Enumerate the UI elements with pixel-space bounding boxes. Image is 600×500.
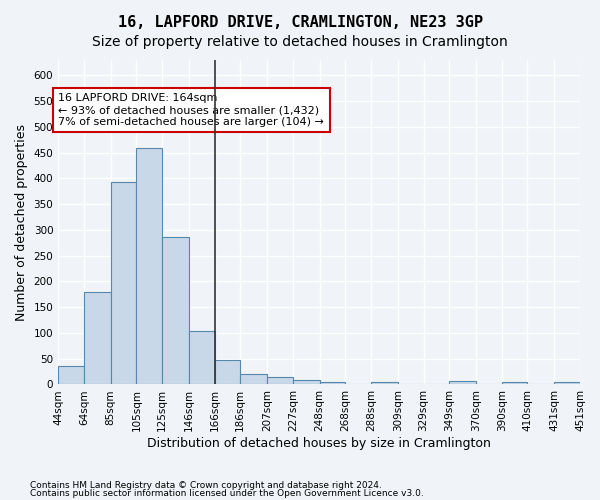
Text: Size of property relative to detached houses in Cramlington: Size of property relative to detached ho…: [92, 35, 508, 49]
Bar: [84, 292, 111, 384]
Text: Contains HM Land Registry data © Crown copyright and database right 2024.: Contains HM Land Registry data © Crown c…: [30, 481, 382, 490]
Bar: [293, 380, 320, 384]
Text: 16, LAPFORD DRIVE, CRAMLINGTON, NE23 3GP: 16, LAPFORD DRIVE, CRAMLINGTON, NE23 3GP: [118, 15, 482, 30]
Text: 16 LAPFORD DRIVE: 164sqm
← 93% of detached houses are smaller (1,432)
7% of semi: 16 LAPFORD DRIVE: 164sqm ← 93% of detach…: [58, 94, 324, 126]
Bar: [502, 382, 527, 384]
Bar: [554, 382, 580, 384]
Bar: [136, 148, 162, 384]
Text: Contains public sector information licensed under the Open Government Licence v3: Contains public sector information licen…: [30, 488, 424, 498]
Bar: [371, 382, 398, 384]
Bar: [189, 332, 215, 384]
X-axis label: Distribution of detached houses by size in Cramlington: Distribution of detached houses by size …: [147, 437, 491, 450]
Y-axis label: Number of detached properties: Number of detached properties: [15, 124, 28, 320]
Bar: [320, 382, 346, 384]
Bar: [267, 377, 293, 384]
Bar: [240, 374, 267, 384]
Bar: [449, 381, 476, 384]
Bar: [162, 236, 189, 384]
Bar: [111, 182, 136, 384]
Bar: [58, 366, 84, 384]
Bar: [215, 360, 240, 384]
